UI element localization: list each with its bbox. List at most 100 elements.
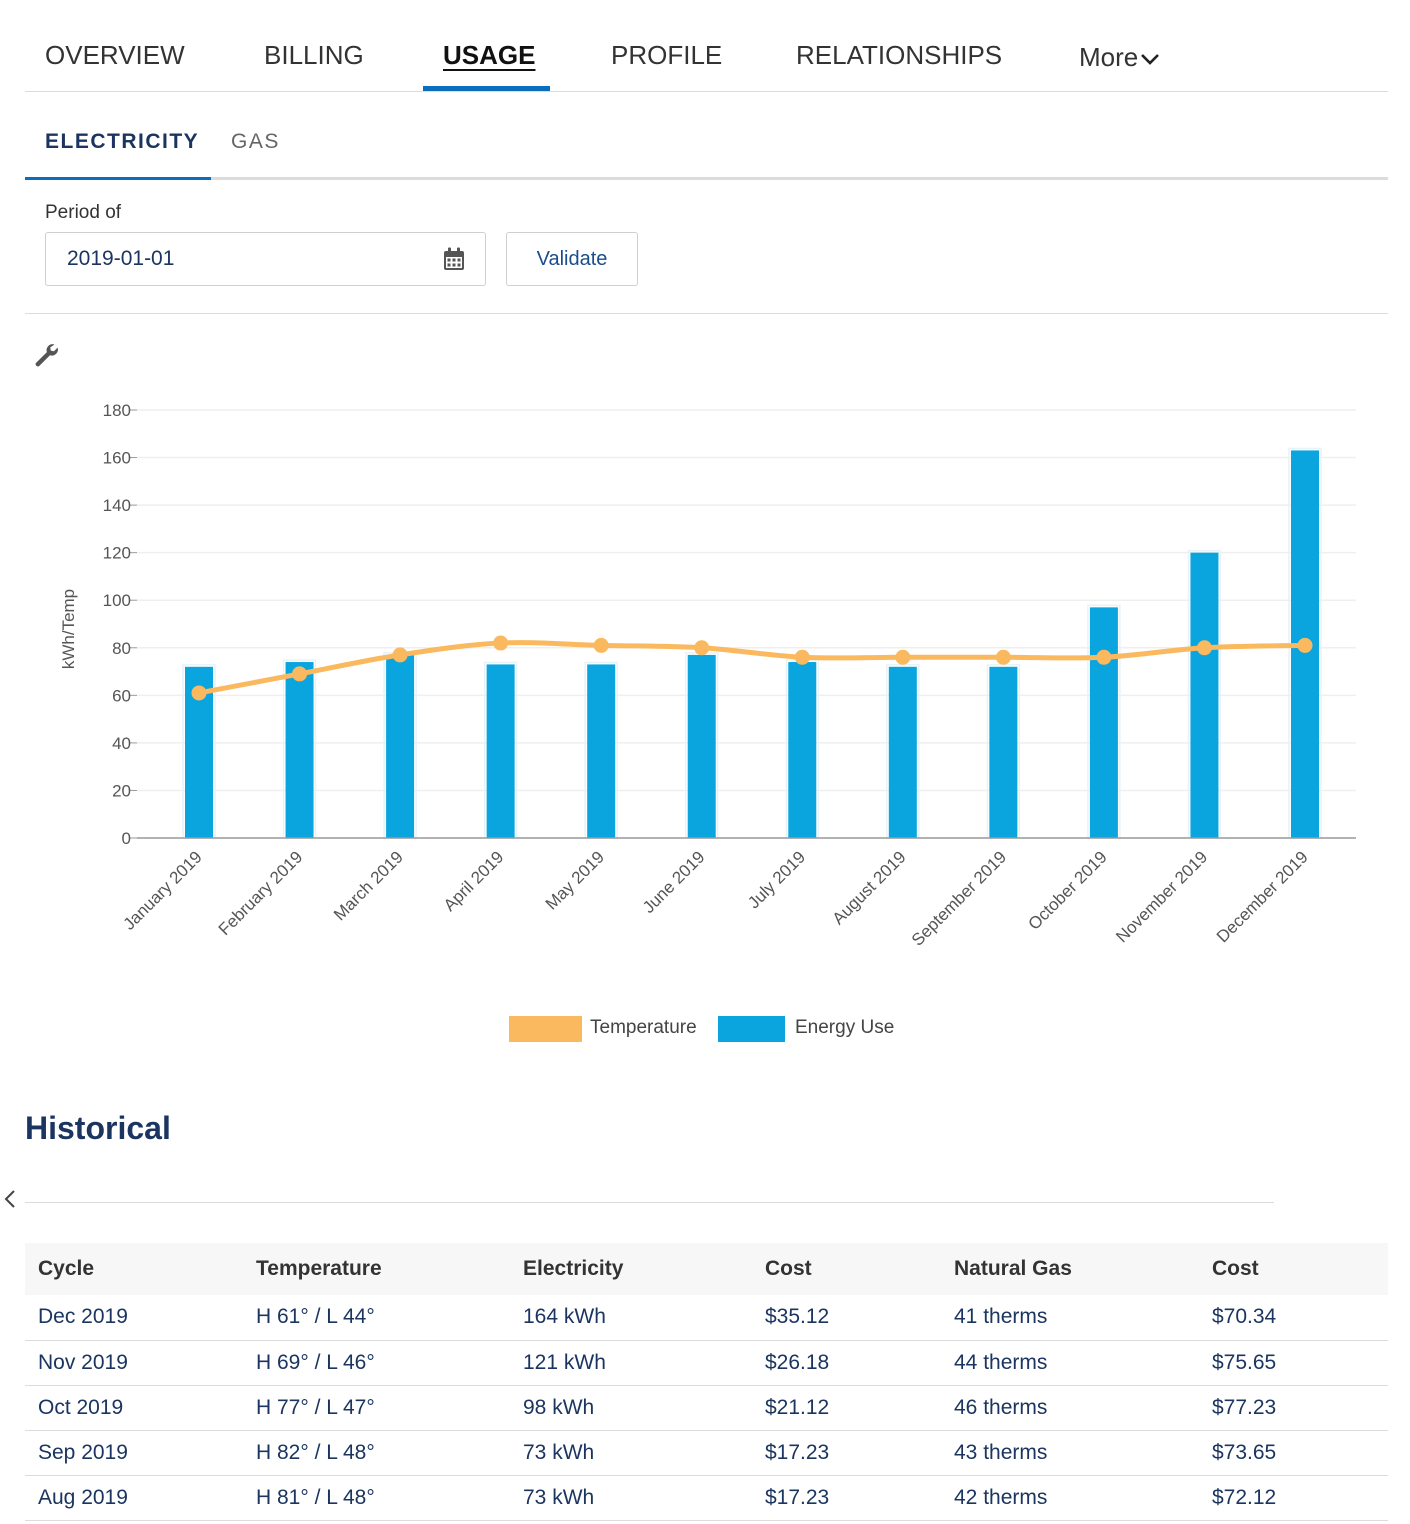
cell-temperature: H 77° / L 47°	[243, 1385, 510, 1431]
cell-electricity-cost: $21.12	[752, 1385, 941, 1431]
y-tick-label: 60	[112, 686, 131, 705]
cell-natural-gas: 42 therms	[941, 1475, 1199, 1521]
x-tick-label: May 2019	[542, 847, 608, 913]
col-header-electricity-cost: Cost	[752, 1243, 941, 1295]
tab-overview[interactable]: OVERVIEW	[45, 40, 185, 70]
cell-gas-cost: $73.65	[1199, 1430, 1388, 1476]
validate-button[interactable]: Validate	[506, 232, 638, 286]
col-header-electricity: Electricity	[510, 1243, 752, 1295]
y-tick-label: 120	[103, 544, 131, 563]
chart-grid	[137, 409, 1356, 792]
cell-cycle: Nov 2019	[25, 1340, 243, 1386]
x-tick-label: April 2019	[440, 847, 508, 915]
col-header-temperature: Temperature	[243, 1243, 510, 1295]
temperature-point	[794, 649, 810, 665]
bar	[989, 666, 1018, 838]
main-tabs: OVERVIEW BILLING USAGE PROFILE RELATIONS…	[25, 0, 1388, 92]
x-tick-label: March 2019	[330, 847, 407, 924]
cell-temperature: H 61° / L 44°	[243, 1295, 510, 1341]
period-date-input[interactable]: 2019-01-01	[45, 232, 486, 286]
historical-divider	[25, 1202, 1274, 1203]
x-tick-label: August 2019	[829, 847, 910, 928]
cell-natural-gas: 43 therms	[941, 1430, 1199, 1476]
cell-cycle: Aug 2019	[25, 1475, 243, 1521]
cell-electricity: 121 kWh	[510, 1340, 752, 1386]
cell-electricity: 73 kWh	[510, 1475, 752, 1521]
temperature-series	[191, 635, 1313, 701]
x-tick-label: July 2019	[744, 847, 809, 912]
temperature-line	[196, 640, 1308, 696]
usage-chart: 0 20 40 60 80 100 120 140 160 180 kWh/Temp Januar…	[59, 401, 1356, 950]
cell-temperature: H 82° / L 48°	[243, 1430, 510, 1476]
x-tick-label: September 2019	[908, 847, 1010, 949]
temperature-point	[895, 649, 911, 665]
chevron-left-icon[interactable]	[2, 1188, 18, 1210]
tab-relationships[interactable]: RELATIONSHIPS	[796, 40, 1003, 70]
tab-usage[interactable]: USAGE	[443, 40, 536, 70]
subtab-electricity[interactable]: ELECTRICITY	[45, 130, 200, 153]
historical-table: Cycle Temperature Electricity Cost Natur…	[25, 1243, 1388, 1521]
table-row: Nov 2019 H 69° / L 46° 121 kWh $26.18 44…	[25, 1340, 1388, 1386]
cell-gas-cost: $72.12	[1199, 1475, 1388, 1521]
temperature-point	[392, 647, 408, 663]
legend-label-temperature: Temperature	[590, 1017, 697, 1038]
temperature-point	[694, 640, 710, 656]
period-label: Period of	[45, 202, 122, 223]
bar	[687, 654, 716, 838]
bar	[386, 654, 415, 838]
table-header-row: Cycle Temperature Electricity Cost Natur…	[25, 1243, 1388, 1295]
tab-more-label: More	[1079, 42, 1139, 72]
y-tick-label: 80	[112, 639, 131, 658]
temperature-point	[1096, 649, 1112, 665]
tab-more[interactable]: More	[1079, 42, 1160, 73]
temperature-point	[292, 666, 308, 682]
active-subtab-indicator	[25, 177, 211, 180]
sub-tabs: ELECTRICITY GAS	[25, 92, 1388, 180]
col-header-gas-cost: Cost	[1199, 1243, 1388, 1295]
cell-electricity: 164 kWh	[510, 1295, 752, 1341]
cell-gas-cost: $75.65	[1199, 1340, 1388, 1386]
x-tick-label: January 2019	[120, 847, 206, 933]
x-tick-label: February 2019	[215, 847, 307, 939]
temperature-point	[493, 635, 509, 651]
temperature-point	[1297, 637, 1313, 653]
legend-label-energy-use: Energy Use	[795, 1017, 895, 1038]
y-tick-label: 180	[103, 401, 131, 420]
cell-temperature: H 69° / L 46°	[243, 1340, 510, 1386]
col-header-natural-gas: Natural Gas	[941, 1243, 1199, 1295]
y-axis-ticks: 0 20 40 60 80 100 120 140 160 180	[103, 401, 137, 848]
bar	[788, 662, 817, 838]
cell-electricity: 98 kWh	[510, 1385, 752, 1431]
wrench-icon[interactable]	[33, 342, 59, 368]
cell-electricity-cost: $17.23	[752, 1430, 941, 1476]
legend-swatch-energy-use	[718, 1016, 785, 1042]
table-row: Dec 2019 H 61° / L 44° 164 kWh $35.12 41…	[25, 1295, 1388, 1341]
cell-cycle: Sep 2019	[25, 1430, 243, 1476]
cell-cycle: Dec 2019	[25, 1295, 243, 1341]
cell-gas-cost: $70.34	[1199, 1295, 1388, 1341]
cell-natural-gas: 46 therms	[941, 1385, 1199, 1431]
tab-billing[interactable]: BILLING	[264, 40, 364, 70]
cell-electricity: 73 kWh	[510, 1430, 752, 1476]
x-axis-ticks: January 2019 February 2019 March 2019 April…	[120, 847, 1312, 949]
divider	[25, 313, 1388, 314]
table-row: Oct 2019 H 77° / L 47° 98 kWh $21.12 46 …	[25, 1385, 1388, 1431]
temperature-point	[593, 637, 609, 653]
period-date-value: 2019-01-01	[67, 247, 175, 270]
cell-electricity-cost: $35.12	[752, 1295, 941, 1341]
calendar-icon[interactable]	[443, 247, 465, 271]
cell-natural-gas: 41 therms	[941, 1295, 1199, 1341]
cell-gas-cost: $77.23	[1199, 1385, 1388, 1431]
cell-electricity-cost: $17.23	[752, 1475, 941, 1521]
table-row: Aug 2019 H 81° / L 48° 73 kWh $17.23 42 …	[25, 1475, 1388, 1521]
cell-electricity-cost: $26.18	[752, 1340, 941, 1386]
x-tick-label: June 2019	[639, 847, 709, 917]
bar	[587, 664, 616, 838]
subtab-gas[interactable]: GAS	[231, 130, 280, 153]
tab-profile[interactable]: PROFILE	[611, 40, 723, 70]
bar	[888, 666, 917, 838]
y-tick-label: 140	[103, 496, 131, 515]
x-tick-label: October 2019	[1024, 847, 1110, 933]
y-tick-label: 20	[112, 781, 131, 800]
table-row: Sep 2019 H 82° / L 48° 73 kWh $17.23 43 …	[25, 1430, 1388, 1476]
